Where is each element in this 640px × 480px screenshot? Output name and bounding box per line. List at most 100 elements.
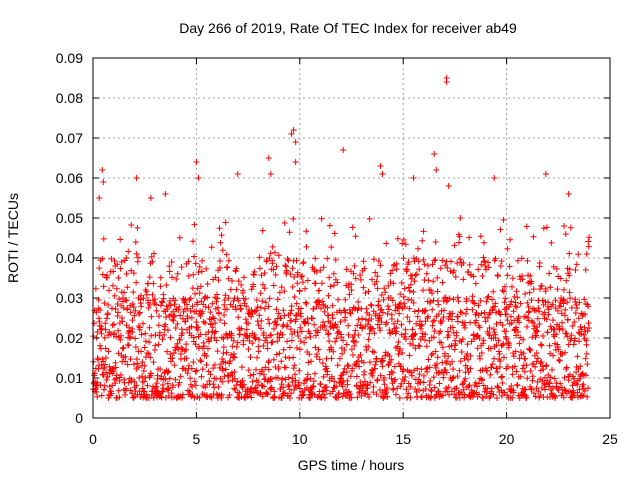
data-point bbox=[394, 385, 401, 392]
data-point bbox=[465, 369, 472, 376]
data-point bbox=[320, 264, 327, 271]
data-point bbox=[560, 296, 567, 303]
data-point bbox=[292, 377, 299, 384]
data-point bbox=[190, 359, 197, 366]
data-point bbox=[176, 336, 183, 343]
data-point bbox=[215, 309, 222, 316]
data-point bbox=[126, 334, 133, 341]
data-point bbox=[403, 386, 410, 393]
data-point bbox=[564, 299, 571, 306]
data-point bbox=[585, 243, 592, 250]
data-point bbox=[123, 270, 130, 277]
data-point bbox=[176, 379, 183, 386]
data-point bbox=[146, 302, 153, 309]
data-point bbox=[264, 390, 271, 397]
data-point bbox=[573, 369, 580, 376]
data-point bbox=[359, 315, 366, 322]
data-point bbox=[440, 313, 447, 320]
data-point bbox=[390, 280, 397, 287]
data-point bbox=[402, 336, 409, 343]
data-point bbox=[223, 263, 230, 270]
data-point bbox=[485, 259, 492, 266]
data-point bbox=[344, 381, 351, 388]
data-point bbox=[348, 287, 355, 294]
data-point bbox=[353, 373, 360, 380]
data-point bbox=[497, 226, 504, 233]
data-point bbox=[281, 312, 288, 319]
data-point bbox=[117, 336, 124, 343]
data-point bbox=[496, 363, 503, 370]
data-point bbox=[130, 270, 137, 277]
data-point bbox=[290, 365, 297, 372]
data-point bbox=[227, 286, 234, 293]
data-point bbox=[269, 260, 276, 267]
data-point bbox=[313, 351, 320, 358]
data-point bbox=[432, 238, 439, 245]
data-point bbox=[262, 364, 269, 371]
data-point bbox=[258, 272, 265, 279]
data-point bbox=[576, 338, 583, 345]
data-point bbox=[99, 371, 106, 378]
data-point bbox=[312, 344, 319, 351]
data-point bbox=[232, 268, 239, 275]
data-point bbox=[103, 315, 110, 322]
data-point bbox=[317, 305, 324, 312]
data-point bbox=[564, 333, 571, 340]
data-point bbox=[178, 264, 185, 271]
data-point bbox=[142, 330, 149, 337]
data-point bbox=[197, 283, 204, 290]
y-tick-label: 0.07 bbox=[56, 130, 83, 146]
data-point bbox=[570, 341, 577, 348]
data-point bbox=[111, 292, 118, 299]
data-point bbox=[127, 309, 134, 316]
y-tick-label: 0.06 bbox=[56, 170, 83, 186]
data-point bbox=[190, 271, 197, 278]
data-point bbox=[370, 383, 377, 390]
data-point bbox=[479, 377, 486, 384]
data-point bbox=[533, 349, 540, 356]
data-point bbox=[546, 270, 553, 277]
data-point bbox=[116, 296, 123, 303]
data-point bbox=[555, 356, 562, 363]
data-point bbox=[268, 331, 275, 338]
data-point bbox=[526, 289, 533, 296]
data-point bbox=[527, 272, 534, 279]
data-point bbox=[392, 302, 399, 309]
data-point bbox=[139, 385, 146, 392]
data-point bbox=[410, 299, 417, 306]
data-point bbox=[508, 298, 515, 305]
data-point bbox=[562, 306, 569, 313]
data-point bbox=[296, 385, 303, 392]
data-point bbox=[526, 346, 533, 353]
data-point bbox=[214, 304, 221, 311]
data-point bbox=[316, 299, 323, 306]
data-point bbox=[585, 385, 592, 392]
data-point bbox=[400, 255, 407, 262]
data-point bbox=[197, 331, 204, 338]
data-point bbox=[392, 376, 399, 383]
data-point bbox=[105, 332, 112, 339]
data-point bbox=[382, 289, 389, 296]
data-point bbox=[536, 394, 543, 401]
data-point bbox=[407, 340, 414, 347]
data-point bbox=[319, 388, 326, 395]
data-point bbox=[435, 301, 442, 308]
data-point bbox=[460, 386, 467, 393]
data-point bbox=[411, 332, 418, 338]
data-point bbox=[290, 354, 297, 361]
data-point bbox=[299, 273, 306, 280]
data-point bbox=[257, 389, 264, 396]
data-point bbox=[407, 281, 414, 288]
data-point bbox=[238, 364, 245, 371]
data-point bbox=[508, 382, 515, 389]
data-point bbox=[182, 367, 189, 374]
data-point bbox=[492, 255, 499, 262]
data-point bbox=[520, 350, 527, 357]
data-point bbox=[178, 326, 185, 333]
data-point bbox=[509, 394, 516, 401]
data-point bbox=[177, 312, 184, 319]
data-point bbox=[214, 295, 221, 302]
data-point bbox=[234, 339, 241, 346]
data-point bbox=[330, 324, 337, 331]
data-point bbox=[267, 250, 274, 257]
